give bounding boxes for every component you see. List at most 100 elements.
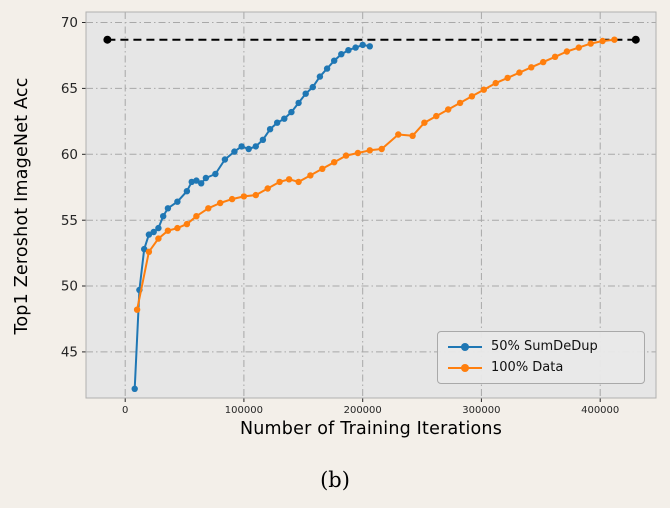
series-marker-50-sumdedup (366, 43, 373, 50)
x-tick-label: 300000 (462, 405, 500, 416)
series-marker-50-sumdedup (352, 44, 359, 51)
y-tick-label: 60 (61, 147, 78, 163)
y-tick-label: 45 (61, 345, 78, 361)
chart-figure: 0 100000 200000 300000 400000 45 50 55 60 65 70 To… (12, 11, 657, 439)
series-marker-50-sumdedup (345, 47, 352, 54)
series-marker-50-sumdedup (302, 90, 309, 97)
y-tick-label: 65 (61, 81, 78, 97)
series-marker-50-sumdedup (141, 245, 148, 253)
series-marker-50-sumdedup (238, 143, 245, 150)
series-marker-50-sumdedup (331, 57, 338, 64)
y-tick-label: 55 (61, 213, 78, 229)
series-marker-100-data (587, 40, 594, 47)
series-marker-100-data (164, 227, 172, 234)
series-marker-50-sumdedup (145, 231, 153, 238)
legend-label-100data: 100% Data (491, 360, 564, 375)
series-marker-100-data (575, 44, 582, 51)
series-marker-50-sumdedup (288, 108, 295, 116)
series-marker-100-data (331, 159, 338, 166)
series-marker-100-data (528, 64, 535, 71)
series-marker-50-sumdedup (174, 198, 181, 205)
legend-label-sumdedup: 50% SumDeDup (491, 339, 598, 354)
series-marker-100-data (295, 178, 302, 186)
series-marker-100-data (133, 306, 141, 313)
chart-canvas: 0 100000 200000 300000 400000 45 50 55 60 65 70 (61, 11, 657, 416)
series-marker-100-data (433, 112, 440, 120)
series-marker-100-data (456, 99, 464, 107)
series-marker-100-data (193, 213, 200, 220)
series-marker-100-data (563, 48, 571, 55)
series-marker-100-data (205, 205, 212, 212)
series-marker-100-data (504, 74, 511, 82)
series-marker-100-data (264, 185, 271, 192)
series-marker-50-sumdedup (323, 65, 331, 72)
series-marker-100-data (378, 145, 385, 153)
series-marker-50-sumdedup (183, 188, 191, 195)
series-marker-50-sumdedup (231, 148, 238, 155)
x-tick-label: 0 (122, 405, 128, 416)
series-marker-100-data (480, 86, 487, 93)
series-marker-100-data (319, 165, 326, 172)
series-marker-100-data (217, 199, 224, 207)
series-marker-100-data (240, 193, 248, 200)
series-marker-50-sumdedup (150, 228, 157, 236)
series-marker-100-data (307, 172, 314, 179)
y-tick-label: 70 (61, 15, 78, 31)
series-marker-50-sumdedup (295, 99, 302, 107)
series-marker-100-data (366, 147, 373, 154)
series-marker-50-sumdedup (131, 385, 138, 392)
series-marker-50-sumdedup (160, 213, 167, 220)
legend: 50% SumDeDup 100% Data (437, 331, 645, 384)
series-marker-100-data (183, 220, 191, 228)
series-marker-50-sumdedup (245, 145, 252, 153)
reference-endpoint-left (103, 35, 112, 44)
series-marker-100-data (342, 152, 350, 159)
subfigure-caption: (b) (320, 468, 350, 492)
series-marker-100-data (409, 132, 416, 139)
legend-marker-sumdedup (448, 341, 482, 353)
series-marker-100-data (551, 53, 559, 60)
series-marker-50-sumdedup (164, 205, 172, 212)
series-marker-100-data (354, 149, 362, 157)
series-marker-100-data (516, 69, 523, 76)
series-marker-50-sumdedup (266, 126, 274, 133)
series-marker-50-sumdedup (359, 41, 366, 49)
series-marker-100-data (174, 224, 181, 232)
series-marker-100-data (445, 106, 452, 113)
x-axis-label: Number of Training Iterations (239, 419, 503, 439)
y-tick-label: 50 (61, 279, 78, 295)
series-marker-100-data (611, 36, 618, 43)
series-marker-50-sumdedup (338, 51, 345, 58)
x-tick-label: 400000 (581, 405, 619, 416)
series-marker-50-sumdedup (193, 177, 200, 184)
series-marker-50-sumdedup (155, 224, 162, 232)
series-marker-100-data (155, 235, 162, 242)
series-marker-100-data (468, 93, 476, 100)
series-marker-100-data (395, 131, 402, 138)
series-marker-100-data (252, 191, 259, 199)
series-marker-50-sumdedup (316, 73, 324, 80)
series-marker-100-data (540, 58, 547, 66)
y-axis-label: Top1 Zeroshot ImageNet Acc (12, 77, 32, 335)
series-marker-50-sumdedup (281, 115, 288, 122)
series-marker-100-data (599, 37, 606, 45)
series-marker-100-data (285, 176, 293, 183)
plot-border (85, 11, 657, 399)
series-marker-50-sumdedup (212, 170, 219, 178)
series-marker-100-data (421, 119, 428, 126)
reference-endpoint-right (631, 35, 640, 44)
legend-item-sumdedup: 50% SumDeDup (448, 340, 634, 354)
series-marker-50-sumdedup (198, 180, 205, 187)
series-marker-100-data (492, 79, 499, 87)
series-marker-50-sumdedup (274, 119, 281, 126)
series-marker-50-sumdedup (259, 136, 267, 143)
series-marker-100-data (145, 248, 153, 255)
series-marker-50-sumdedup (202, 174, 210, 182)
series-marker-50-sumdedup (221, 156, 229, 163)
series-marker-50-sumdedup (309, 83, 316, 91)
series-marker-100-data (276, 178, 283, 186)
x-tick-label: 200000 (344, 405, 382, 416)
series-marker-50-sumdedup (252, 143, 259, 150)
series-marker-100-data (228, 195, 236, 203)
